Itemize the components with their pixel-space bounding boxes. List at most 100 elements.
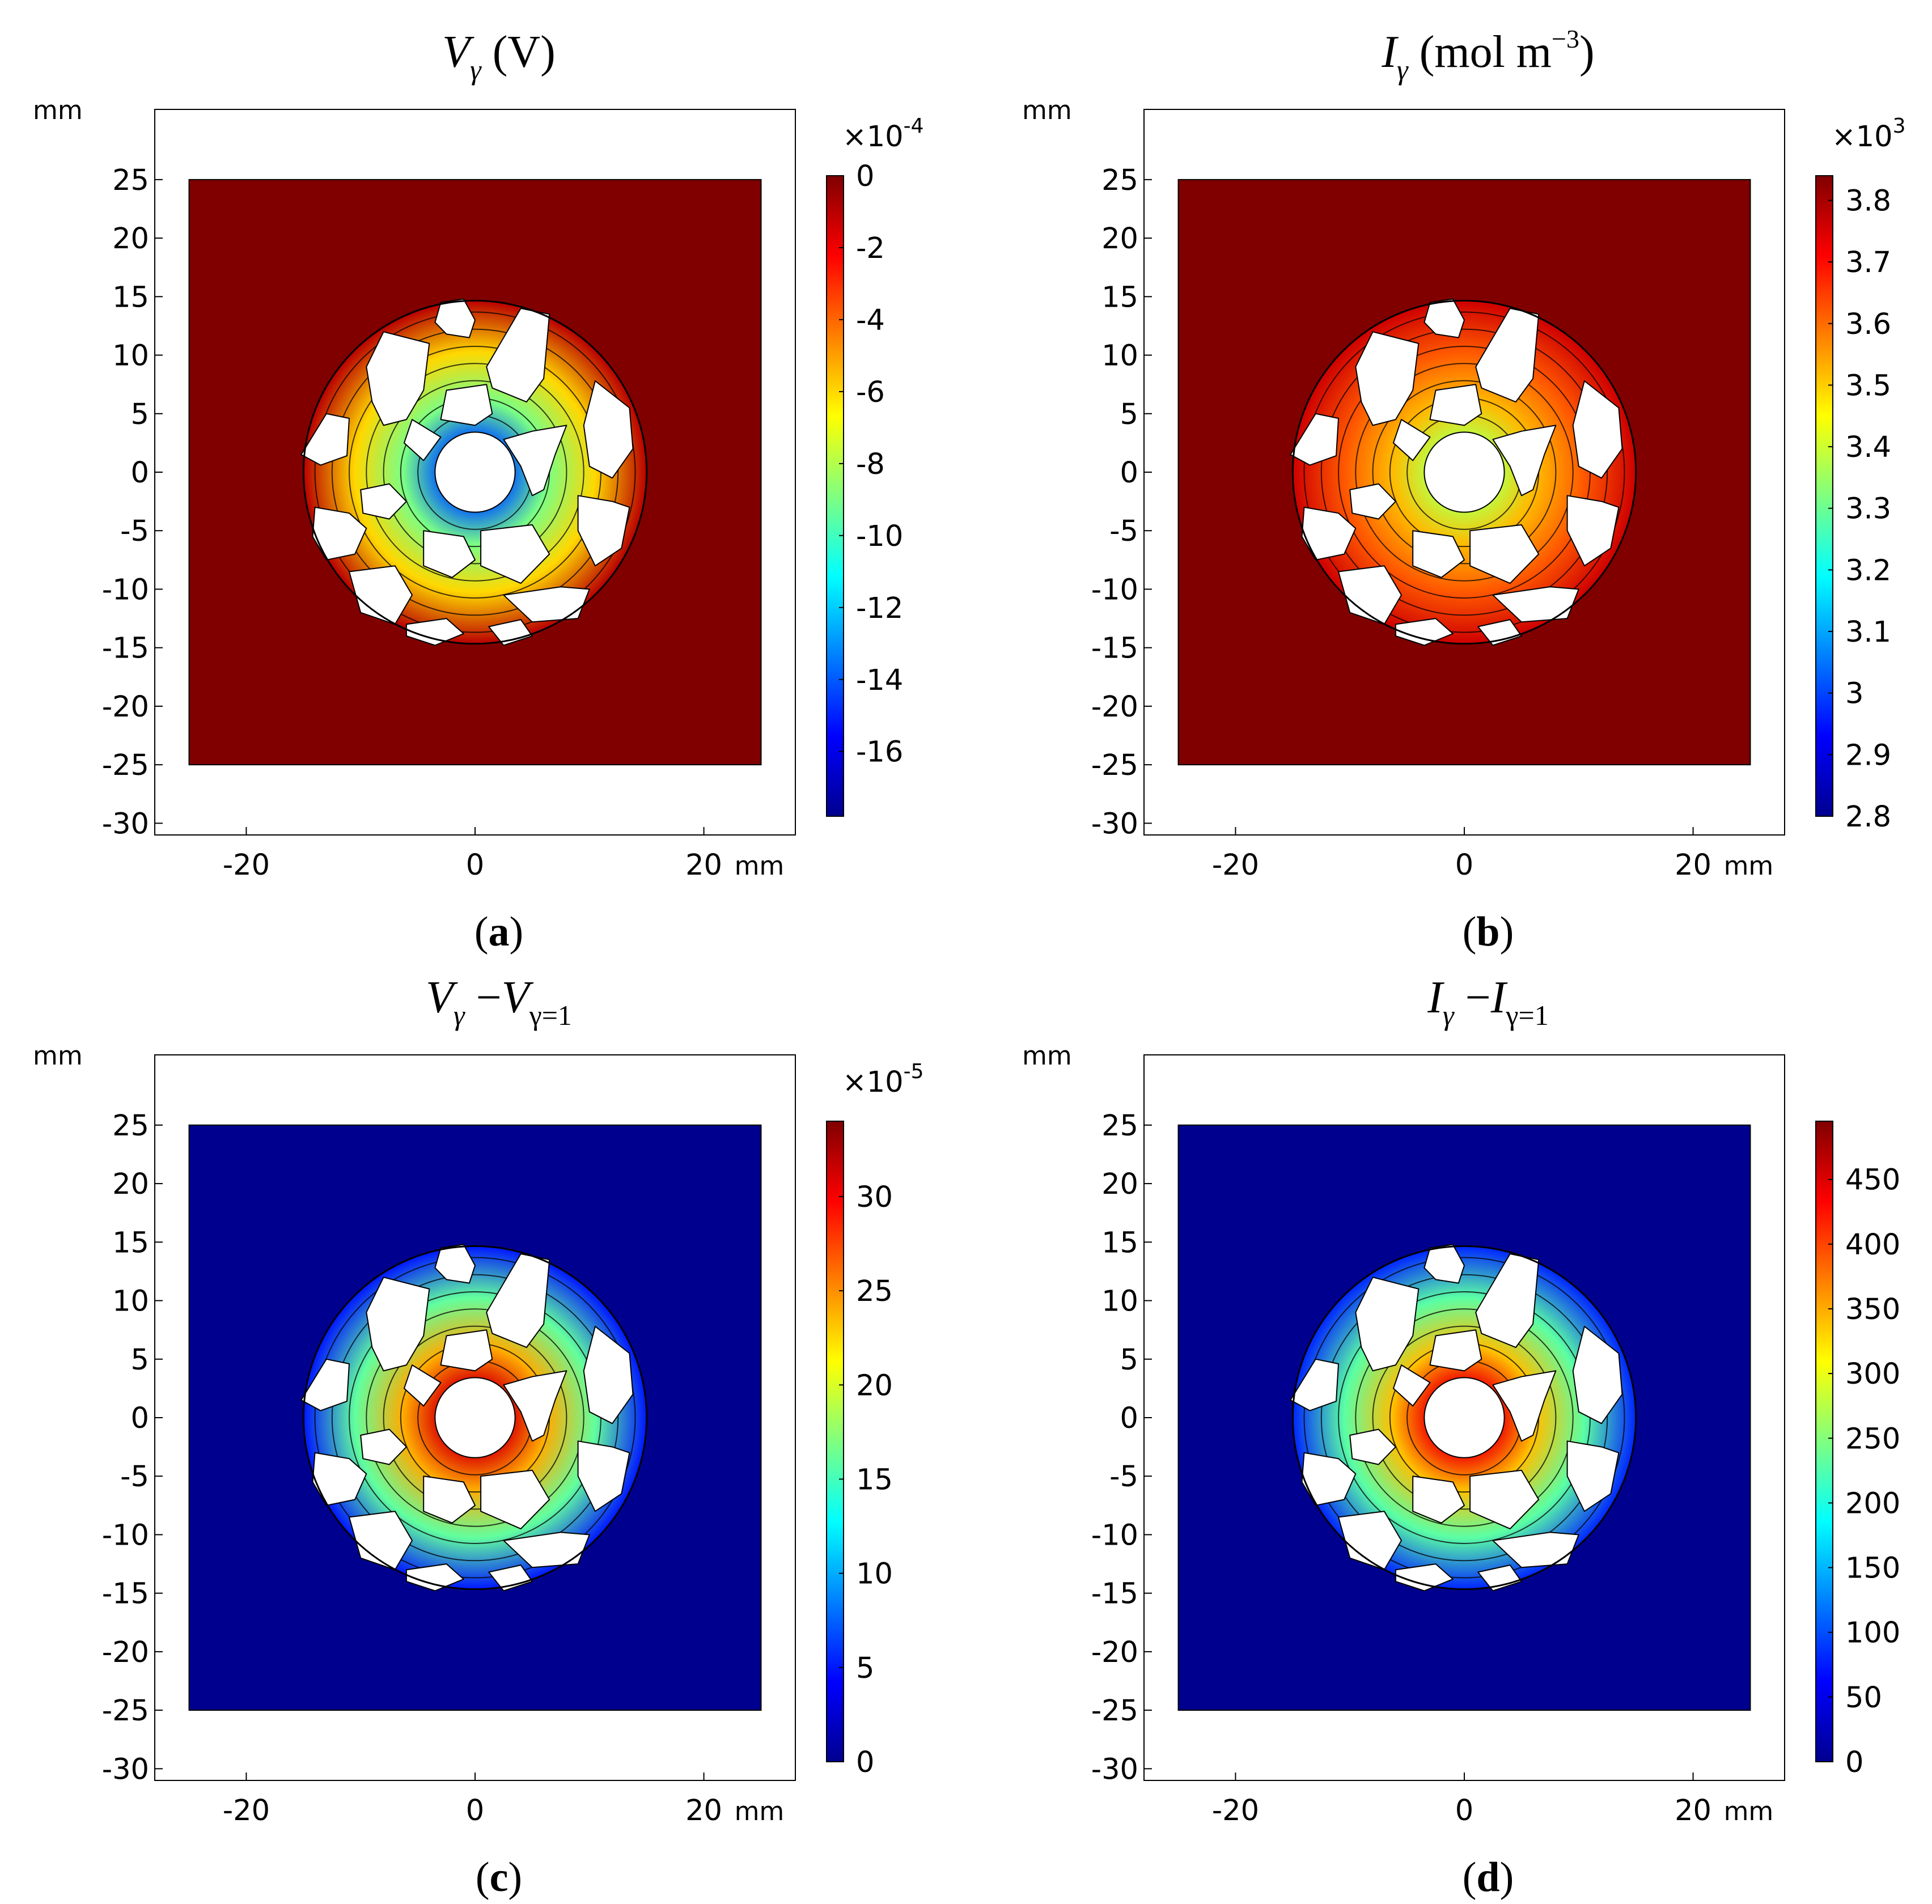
pore-lower-mid [1412,530,1465,578]
pore-inner-right [503,1370,567,1442]
caption-open: ( [474,909,489,955]
x-unit-label: mm [1724,1796,1774,1826]
y-tick-label: 20 [1101,1168,1138,1201]
x-tick-label: -20 [1212,849,1259,882]
pore-lower-right [503,1532,590,1568]
y-tick-label: 25 [112,1109,149,1143]
x-tick-label: 0 [466,1794,484,1827]
y-tick-label: -25 [102,749,149,782]
pore-inner-left [1392,1364,1431,1407]
pore-inner-left [1392,419,1431,461]
contour-ring [331,328,619,616]
pore-left-far [300,413,350,466]
pore-left-mid [360,483,407,520]
pore-inner-left [403,419,442,461]
colorbar-tick-label: 30 [856,1181,893,1214]
panel-caption: (b) [1463,909,1514,955]
contour-ring [383,1325,567,1510]
y-tick-label: 0 [1120,456,1138,490]
colorbar-tick-label: -2 [856,232,885,265]
pore-top [434,1244,476,1284]
colorbar-tick-label: 3.3 [1845,493,1891,526]
pore-inner-right [1492,1370,1557,1442]
panel-title: Iγ (mol m−3) [1381,24,1594,86]
title-close: ) [1579,27,1595,77]
title-subscript: γ [470,54,482,86]
contour-ring [366,363,584,582]
y-tick-label: -25 [1091,749,1138,782]
colorbar-tick-label: 2.8 [1845,800,1891,834]
colorbar-tick-label: -12 [856,592,903,625]
pore-top [1423,298,1465,338]
pore-inner-left [403,1364,442,1407]
title-rest: − [465,973,502,1023]
contour-ring [1303,311,1625,633]
pore-left-mid [1349,1428,1396,1465]
title-rest: (mol m [1408,27,1552,77]
contour-ring [331,1274,619,1562]
colorbar-tick-label: -10 [856,520,903,553]
colorbar-tick-label: 10 [856,1558,893,1591]
caption-close: ) [508,1854,522,1901]
pore-bottom-right [1477,1564,1522,1592]
y-unit-label: mm [1022,1041,1072,1071]
colorbar-tick-label: 5 [856,1652,874,1685]
pore-bottom-left [405,618,464,646]
colorbar-tick-label: 50 [1845,1681,1882,1715]
panel-title: Vγ (V) [442,27,556,86]
pore-lower-right [503,586,590,623]
y-tick-label: -5 [1109,1460,1138,1494]
y-tick-label: -10 [102,1519,149,1552]
x-tick-label: 0 [1455,849,1473,882]
pore-left-mid [1349,483,1396,520]
pore-top [1423,1244,1465,1284]
y-tick-label: 10 [1101,1285,1138,1318]
exponent-power: -4 [904,115,924,138]
pore-right [1572,380,1623,479]
y-tick-label: 25 [1101,164,1138,197]
x-unit-label: mm [735,1796,785,1826]
y-tick-label: -15 [102,1578,149,1611]
pore-inner-top [1429,1329,1482,1372]
pore-bottom-left [1395,1563,1454,1592]
y-tick-label: -15 [1091,1578,1138,1611]
y-tick-label: 20 [112,222,149,256]
colorbar-tick-label: 150 [1845,1552,1900,1585]
y-tick-label: -30 [1091,1753,1138,1786]
y-tick-label: -10 [1091,1519,1138,1552]
panel-title: Vγ −Vγ=1 [426,973,572,1031]
pore-upper-left [1355,331,1420,426]
colorbar-tick-label: 400 [1845,1228,1900,1262]
contour-ring [314,311,636,633]
pore-upper-right [1475,308,1540,403]
colorbar-tick-label: 200 [1845,1487,1900,1520]
y-tick-label: -30 [102,807,149,841]
pore-left-far [1290,413,1339,466]
contour-ring [1355,363,1574,582]
contour-ring [1320,328,1608,616]
y-tick-label: 15 [1101,281,1138,314]
pore-inner-right [503,425,567,497]
title-subscript: γ [1443,999,1455,1031]
colorbar-tick-label: 0 [856,1746,874,1779]
x-tick-label: -20 [1212,1794,1259,1827]
pore-lower-right [1492,586,1579,623]
title-base: I [1427,973,1444,1023]
y-tick-label: -5 [120,515,149,548]
pore-inner-top [1429,384,1482,426]
pore-lower-right [1492,1532,1579,1568]
contour-ring [1372,380,1557,565]
pore-lower-left [1338,565,1402,625]
pore-left-lower [1301,506,1357,561]
y-tick-label: -20 [1091,1636,1138,1669]
panel-c: Vγ −Vγ=1 25 20 15 10 5 0 -5 -10 -15 -20 -25 -30 mm -20… [33,973,924,1901]
panel-caption: (d) [1463,1854,1514,1901]
pore-bottom-left [1395,618,1454,646]
pore-right [583,380,634,479]
y-tick-label: 20 [1101,222,1138,256]
x-tick-label: 20 [685,849,722,882]
title-base: I [1381,27,1399,77]
colorbar [826,175,844,817]
y-tick-label: 15 [1101,1226,1138,1260]
panel-caption: (c) [476,1854,522,1901]
